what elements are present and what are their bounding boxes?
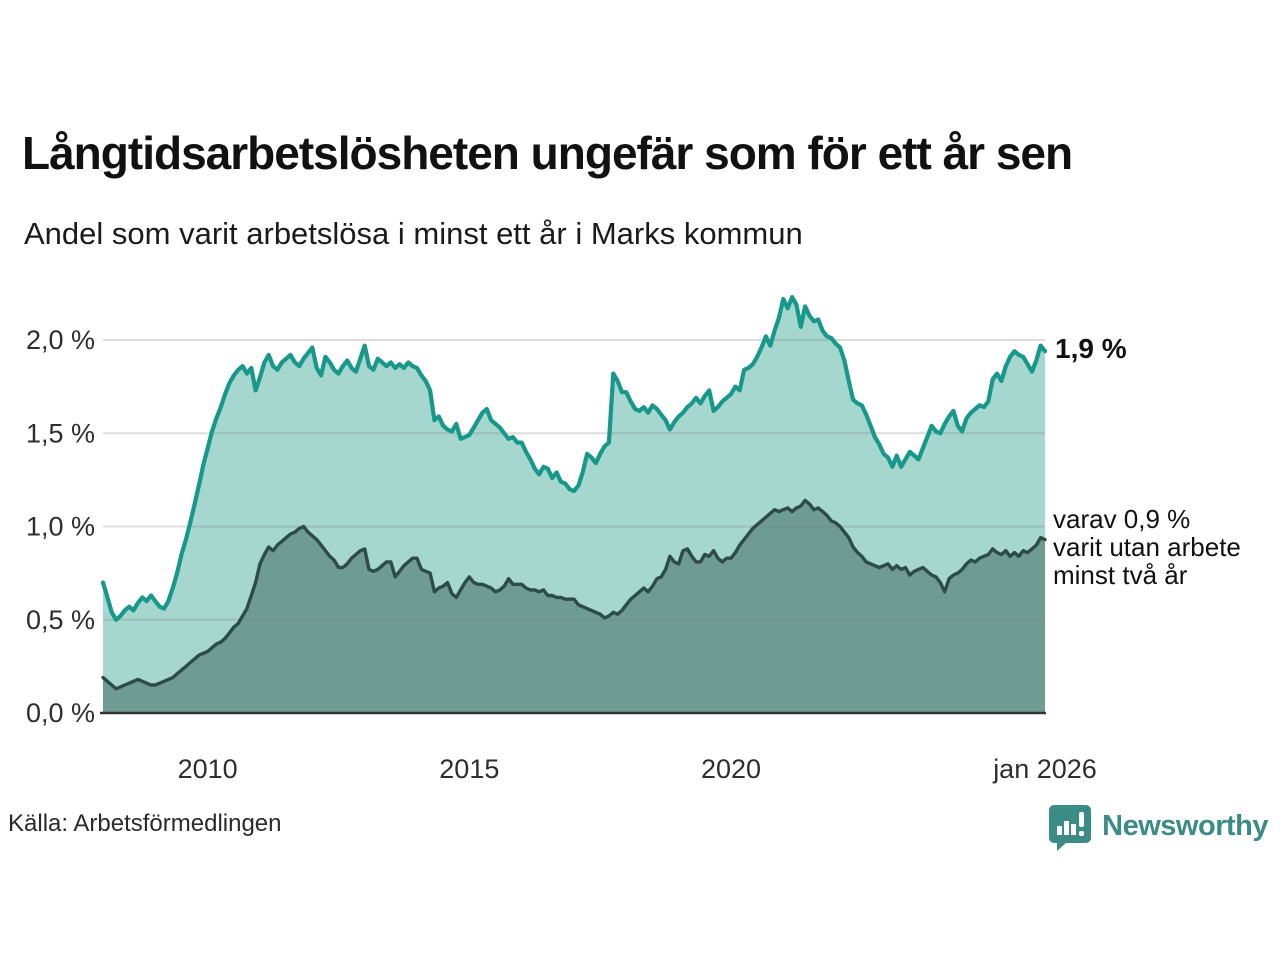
x-axis-label: 2015 xyxy=(439,754,499,784)
y-axis-label: 0,0 % xyxy=(26,698,95,728)
x-axis-label: 2010 xyxy=(178,754,238,784)
newsworthy-logo-icon xyxy=(1049,805,1092,851)
y-axis-label: 1,0 % xyxy=(26,512,95,542)
newsworthy-logo: Newsworthy xyxy=(1048,800,1268,852)
chart-title: Långtidsarbetslösheten ungefär som för e… xyxy=(22,127,1073,179)
series-line-2year xyxy=(101,498,1047,691)
series-area-2year xyxy=(103,500,1045,713)
latest-value-label: 1,9 % xyxy=(1055,333,1127,365)
secondary-value-label: varav 0,9 % varit utan arbete minst två … xyxy=(1053,505,1241,589)
secondary-value-line1: varav 0,9 % xyxy=(1053,503,1191,534)
y-axis-label: 1,5 % xyxy=(26,418,95,448)
chart-subtitle: Andel som varit arbetslösa i minst ett å… xyxy=(24,216,803,251)
secondary-value-line3: minst två år xyxy=(1053,559,1188,590)
y-axis-label: 2,0 % xyxy=(26,325,95,355)
secondary-value-line2: varit utan arbete xyxy=(1053,531,1241,562)
newsworthy-logo-text: Newsworthy xyxy=(1102,809,1268,842)
x-axis-label: jan 2026 xyxy=(992,754,1097,784)
x-axis-label: 2020 xyxy=(701,754,761,784)
y-axis-label: 0,5 % xyxy=(26,605,95,635)
series-line-1year xyxy=(100,295,1048,622)
source-note: Källa: Arbetsförmedlingen xyxy=(8,810,282,837)
